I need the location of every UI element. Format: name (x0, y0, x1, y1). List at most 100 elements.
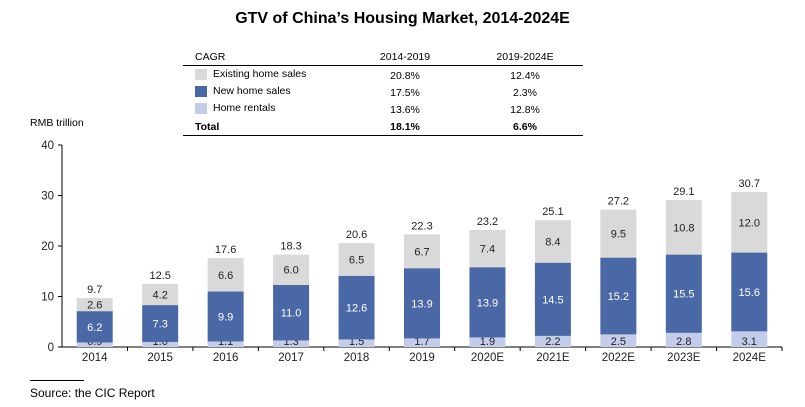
legend-label-rentals: Home rentals (213, 102, 276, 114)
bar-segment (76, 342, 113, 347)
cagr-total-1: 18.1% (390, 121, 420, 133)
bar-data-label: 15.5 (673, 289, 694, 301)
bar-segment (600, 209, 637, 258)
bar-total-label: 20.6 (346, 229, 367, 241)
bar-total-label: 23.2 (477, 216, 498, 228)
bar-segment (76, 311, 113, 343)
bar-segment (665, 254, 702, 333)
bar-data-label: 8.4 (545, 236, 560, 248)
bar-data-label: 4.2 (153, 289, 168, 301)
bar-data-label: 6.0 (283, 265, 298, 277)
cagr-existing-2: 12.4% (510, 70, 540, 82)
bar-total-label: 29.1 (673, 186, 694, 198)
bar-data-label: 2.6 (87, 300, 102, 312)
bar-segment (207, 258, 244, 292)
bar-data-label: 10.8 (673, 222, 694, 234)
bar-data-label: 15.6 (739, 287, 760, 299)
bar-segment (665, 200, 702, 255)
bar-segment (142, 283, 179, 306)
x-tick-label: 2014 (82, 352, 108, 364)
bar-segment (600, 257, 637, 335)
chart-title: GTV of China’s Housing Market, 2014-2024… (235, 10, 570, 27)
cagr-period-2: 2019-2024E (496, 51, 554, 63)
bar-data-label: 7.4 (480, 244, 495, 256)
y-tick-label: 10 (41, 292, 54, 304)
bar-data-label: 6.2 (87, 322, 102, 334)
bar-data-label: 13.9 (411, 298, 432, 310)
cagr-total-label: Total (195, 121, 220, 133)
bar-segment (207, 341, 244, 347)
bar-segment (534, 220, 571, 263)
legend-swatch-existing (195, 69, 207, 80)
bar-data-label: 13.9 (477, 297, 498, 309)
x-tick-label: 2024E (733, 352, 767, 364)
bar-segment (76, 298, 113, 312)
y-axis-label: RMB trillion (30, 117, 84, 129)
bar-segment (534, 335, 571, 347)
x-tick-label: 2020E (471, 352, 505, 364)
bar-data-label: 9.5 (611, 229, 626, 241)
x-tick-label: 2022E (602, 352, 636, 364)
bar-data-label: 2.8 (676, 336, 691, 348)
bar-segment (404, 268, 440, 339)
bar-data-label: 9.9 (218, 311, 233, 323)
bar-segment (731, 252, 768, 332)
x-tick-label: 2016 (213, 352, 239, 364)
bar-segment (273, 340, 310, 347)
bar-segment (665, 332, 702, 347)
bar-total-label: 12.5 (149, 270, 170, 282)
bar-segment (404, 234, 440, 269)
bar-total-label: 22.3 (411, 220, 432, 232)
bar-data-label: 1.9 (480, 336, 495, 348)
y-tick-label: 40 (41, 140, 54, 152)
bar-data-label: 3.1 (742, 336, 757, 348)
x-tick-label: 2023E (667, 352, 701, 364)
bar-segment (273, 284, 310, 341)
bar-data-label: 12.6 (346, 303, 367, 315)
bar-total-label: 30.7 (739, 178, 760, 190)
bar-data-label: 7.3 (153, 319, 168, 331)
y-tick-label: 20 (41, 241, 54, 253)
legend-swatch-rentals (195, 103, 207, 114)
bar-total-label: 17.6 (215, 244, 236, 256)
x-tick-label: 2017 (278, 352, 304, 364)
cagr-rentals-2: 12.8% (510, 104, 540, 116)
x-tick-label: 2018 (344, 352, 370, 364)
cagr-header: CAGR (195, 51, 226, 63)
bar-segment (273, 254, 310, 285)
cagr-existing-1: 20.8% (390, 70, 420, 82)
bar-data-label: 12.0 (739, 217, 760, 229)
bar-segment (142, 341, 179, 347)
bar-segment (338, 339, 375, 347)
cagr-total-2: 6.6% (513, 121, 537, 133)
x-tick-label: 2015 (147, 352, 173, 364)
bar-segment (142, 305, 179, 342)
bar-total-label: 9.7 (87, 284, 102, 296)
cagr-bottom-rule (183, 135, 583, 136)
legend-label-existing: Existing home sales (213, 68, 307, 80)
bar-data-label: 6.7 (414, 246, 429, 258)
cagr-new-2: 2.3% (513, 87, 537, 99)
bar-data-label: 2.2 (545, 336, 560, 348)
bar-segment (469, 337, 506, 347)
bar-total-label: 18.3 (280, 241, 301, 253)
bar-data-label: 11.0 (281, 308, 302, 320)
y-tick-label: 0 (48, 342, 54, 354)
cagr-rentals-1: 13.6% (390, 104, 420, 116)
bar-data-label: 2.5 (611, 336, 626, 348)
bar-segment (600, 334, 637, 347)
source-note: Source: the CIC Report (30, 386, 155, 400)
bar-total-label: 25.1 (542, 206, 563, 218)
bar-data-label: 6.6 (218, 270, 233, 282)
bar-data-label: 1.7 (414, 336, 429, 348)
bar-total-label: 27.2 (608, 196, 629, 208)
bar-segment (534, 262, 571, 336)
cagr-top-rule (183, 65, 583, 66)
bar-segment (338, 242, 375, 276)
bar-segment (207, 291, 244, 342)
legend-swatch-new (195, 86, 207, 97)
bar-segment (731, 191, 768, 253)
bar-segment (731, 331, 768, 347)
cagr-period-1: 2014-2019 (379, 51, 431, 63)
